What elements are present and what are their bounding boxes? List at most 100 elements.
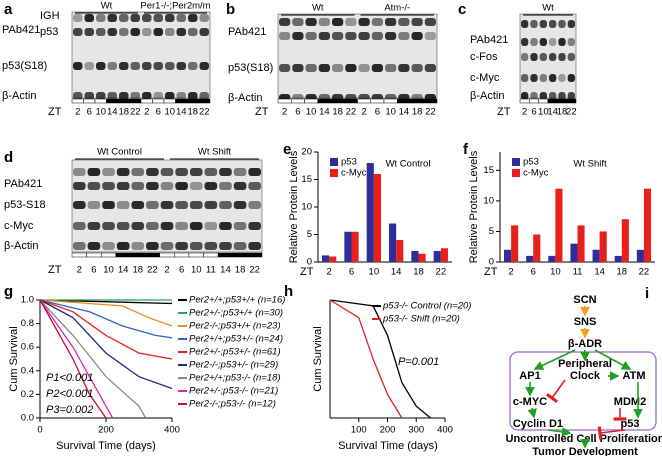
light-dark-bar xyxy=(519,98,530,104)
bar xyxy=(433,251,441,262)
blot-band xyxy=(248,222,261,230)
blot-band xyxy=(248,201,261,209)
survival-curve xyxy=(39,299,173,360)
blot-band xyxy=(84,14,94,22)
blot-band xyxy=(398,64,410,72)
annotation: P3=0.002 xyxy=(46,404,93,416)
legend-label: c-Myc xyxy=(523,168,549,179)
bar xyxy=(570,243,578,262)
blot-band xyxy=(332,18,344,26)
blot-band xyxy=(119,28,129,36)
light-dark-bar xyxy=(538,98,549,104)
node-label: SCN xyxy=(573,294,596,306)
blot-band xyxy=(116,168,130,176)
zt-value: 22 xyxy=(199,107,210,118)
zt-value: 18 xyxy=(132,265,143,276)
annotation: P1<0.001 xyxy=(46,372,93,384)
x-tick-label: 18 xyxy=(616,267,627,278)
light-dark-bar xyxy=(163,98,176,104)
survival-curve xyxy=(39,299,107,419)
light-dark-bar xyxy=(94,98,107,104)
blot-band xyxy=(73,242,86,250)
blot-band xyxy=(199,14,209,22)
blot-band xyxy=(188,28,198,36)
light-dark-bar xyxy=(86,252,102,258)
legend-label: p53-/- Control (n=20) xyxy=(382,301,471,312)
blot-band xyxy=(131,182,145,190)
light-dark-bar xyxy=(410,98,424,104)
survival-curve xyxy=(39,299,173,339)
bar xyxy=(440,248,448,262)
x-tick-label: 2 xyxy=(327,267,332,278)
zt-value: 18 xyxy=(412,107,423,118)
blot-band xyxy=(73,14,83,22)
blot-band xyxy=(116,242,130,250)
blot-band xyxy=(96,28,106,36)
blot-band xyxy=(107,14,117,22)
light-dark-bar xyxy=(71,98,84,104)
panel-letter: g xyxy=(4,283,13,300)
blot-band xyxy=(188,62,198,70)
zt-value: 14 xyxy=(319,107,330,118)
bar xyxy=(351,231,359,262)
light-dark-bar xyxy=(330,98,345,104)
bar xyxy=(418,253,426,262)
blot-band xyxy=(176,92,186,100)
light-dark-bar xyxy=(198,98,211,104)
blot-band xyxy=(142,14,152,22)
zt-value: 10 xyxy=(191,265,202,276)
blot-band xyxy=(116,182,130,190)
legend-label: Per2+/+;p53+/- (n=24) xyxy=(189,334,283,345)
zt-value: 10 xyxy=(103,265,114,276)
light-dark-bar xyxy=(152,98,165,104)
zt-value: 14 xyxy=(220,265,231,276)
y-tick-label: 0 xyxy=(307,257,312,268)
node-label: SNS xyxy=(574,316,597,328)
zt-value: 14 xyxy=(176,107,187,118)
legend-label: Per2+/+;p53+/+ (n=16) xyxy=(189,295,285,306)
blot-band xyxy=(160,201,174,209)
blot-band xyxy=(248,182,261,190)
light-dark-bar xyxy=(370,98,385,104)
panel-letter: h xyxy=(284,283,293,300)
blot-band xyxy=(153,62,163,70)
blot-band xyxy=(292,18,304,26)
row-label: PAb421 xyxy=(470,34,508,46)
legend-label: Per2-/-;p53-/- (n=12) xyxy=(189,399,276,410)
blot-band xyxy=(358,32,370,40)
row-label: p53(S18) xyxy=(2,60,47,72)
blot-band xyxy=(233,242,247,250)
legend-label: Per2-/-;p53+/- (n=29) xyxy=(189,360,278,371)
blot-band xyxy=(176,62,186,70)
blot-band xyxy=(199,62,209,70)
blot-band xyxy=(558,74,566,82)
node-label: Peripheral xyxy=(558,358,612,370)
light-dark-bar xyxy=(117,98,130,104)
blot-band xyxy=(371,64,383,72)
row-label: PAb421 xyxy=(2,24,40,36)
blot-band xyxy=(248,242,261,250)
blot-band xyxy=(131,242,145,250)
blot-band xyxy=(160,242,174,250)
zt-value: 2 xyxy=(361,107,366,118)
blot-band xyxy=(219,222,232,230)
zt-value: 14 xyxy=(118,265,129,276)
bar xyxy=(389,223,397,262)
light-dark-bar xyxy=(357,98,371,104)
blot-band xyxy=(219,201,232,209)
blot-band xyxy=(153,92,163,100)
y-tick-label: 5 xyxy=(489,226,494,237)
blot-band xyxy=(292,64,304,72)
zt-value: 11 xyxy=(206,265,216,276)
blot-band xyxy=(345,32,357,40)
group-header: Wt Shift xyxy=(198,147,232,158)
bar xyxy=(621,219,629,262)
row-label: β-Actin xyxy=(2,90,36,102)
light-dark-bar xyxy=(529,98,539,104)
blot-band xyxy=(530,53,538,61)
zt-label: ZT xyxy=(48,264,62,276)
bar xyxy=(373,174,381,262)
bar xyxy=(614,255,622,262)
blot-band xyxy=(219,168,232,176)
group-header: Wt xyxy=(312,3,324,14)
